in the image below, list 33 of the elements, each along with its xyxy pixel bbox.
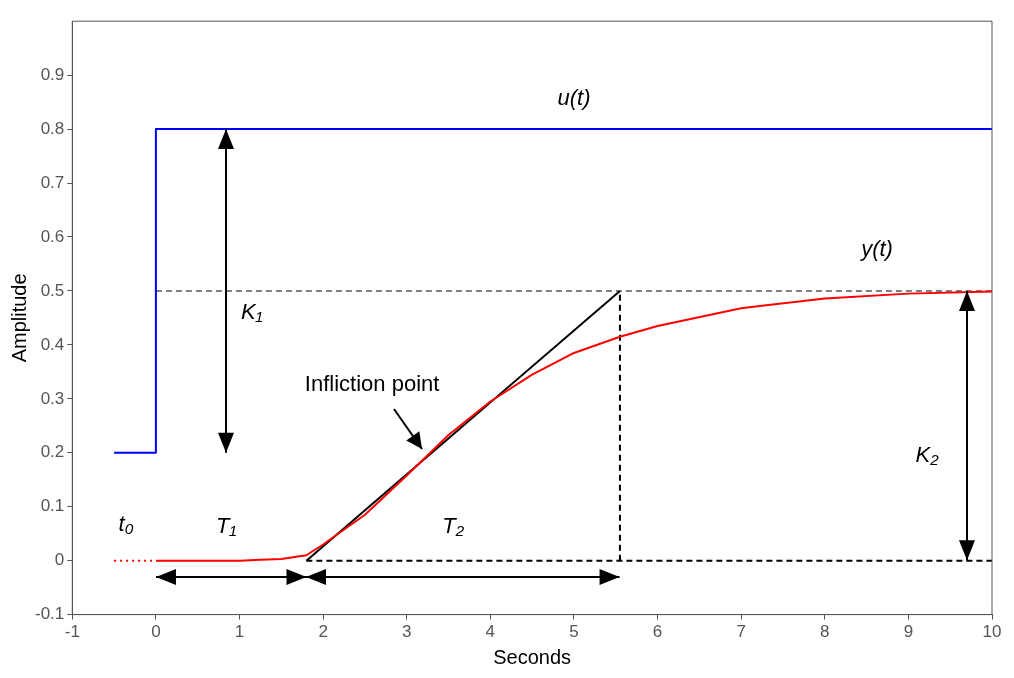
y-tick-label: 0.3 [40,388,65,408]
x-tick-label: -1 [64,622,80,642]
y-tick-label: -0.1 [35,604,65,624]
y-tick-label: 0.6 [40,226,65,246]
series-label: y(t) [859,235,893,261]
y-tick-label: 0.5 [40,280,65,300]
y-tick-label: 0 [54,550,65,570]
x-tick-label: 8 [820,622,830,642]
x-tick-label: 6 [652,622,663,642]
annotation: Infliction point [304,370,440,396]
x-tick-label: 10 [982,622,1002,642]
annotation: T₁ [215,512,237,538]
y-tick-label: 0.2 [40,442,65,462]
y-tick-label: 0.4 [40,334,65,354]
annotation: K₂ [915,442,940,468]
y-tick-label: 0.7 [40,172,65,192]
x-tick-label: 2 [318,622,328,642]
y-tick-label: 0.1 [40,496,65,516]
y-axis-title: Amplitude [7,273,30,363]
x-tick-label: 3 [402,622,412,642]
series-label: u(t) [557,85,591,111]
annotation: t₀ [118,510,134,536]
y-tick-label: 0.9 [40,64,65,84]
x-tick-label: 0 [151,622,161,642]
annotation: T₂ [442,512,465,538]
x-axis-title: Seconds [493,645,572,668]
x-tick-label: 7 [736,622,746,642]
x-tick-label: 9 [903,622,914,642]
x-tick-label: 1 [234,622,245,642]
x-tick-label: 5 [569,622,579,642]
annotation: K₁ [241,299,263,325]
x-tick-label: 4 [485,622,496,642]
y-tick-label: 0.8 [40,118,65,138]
